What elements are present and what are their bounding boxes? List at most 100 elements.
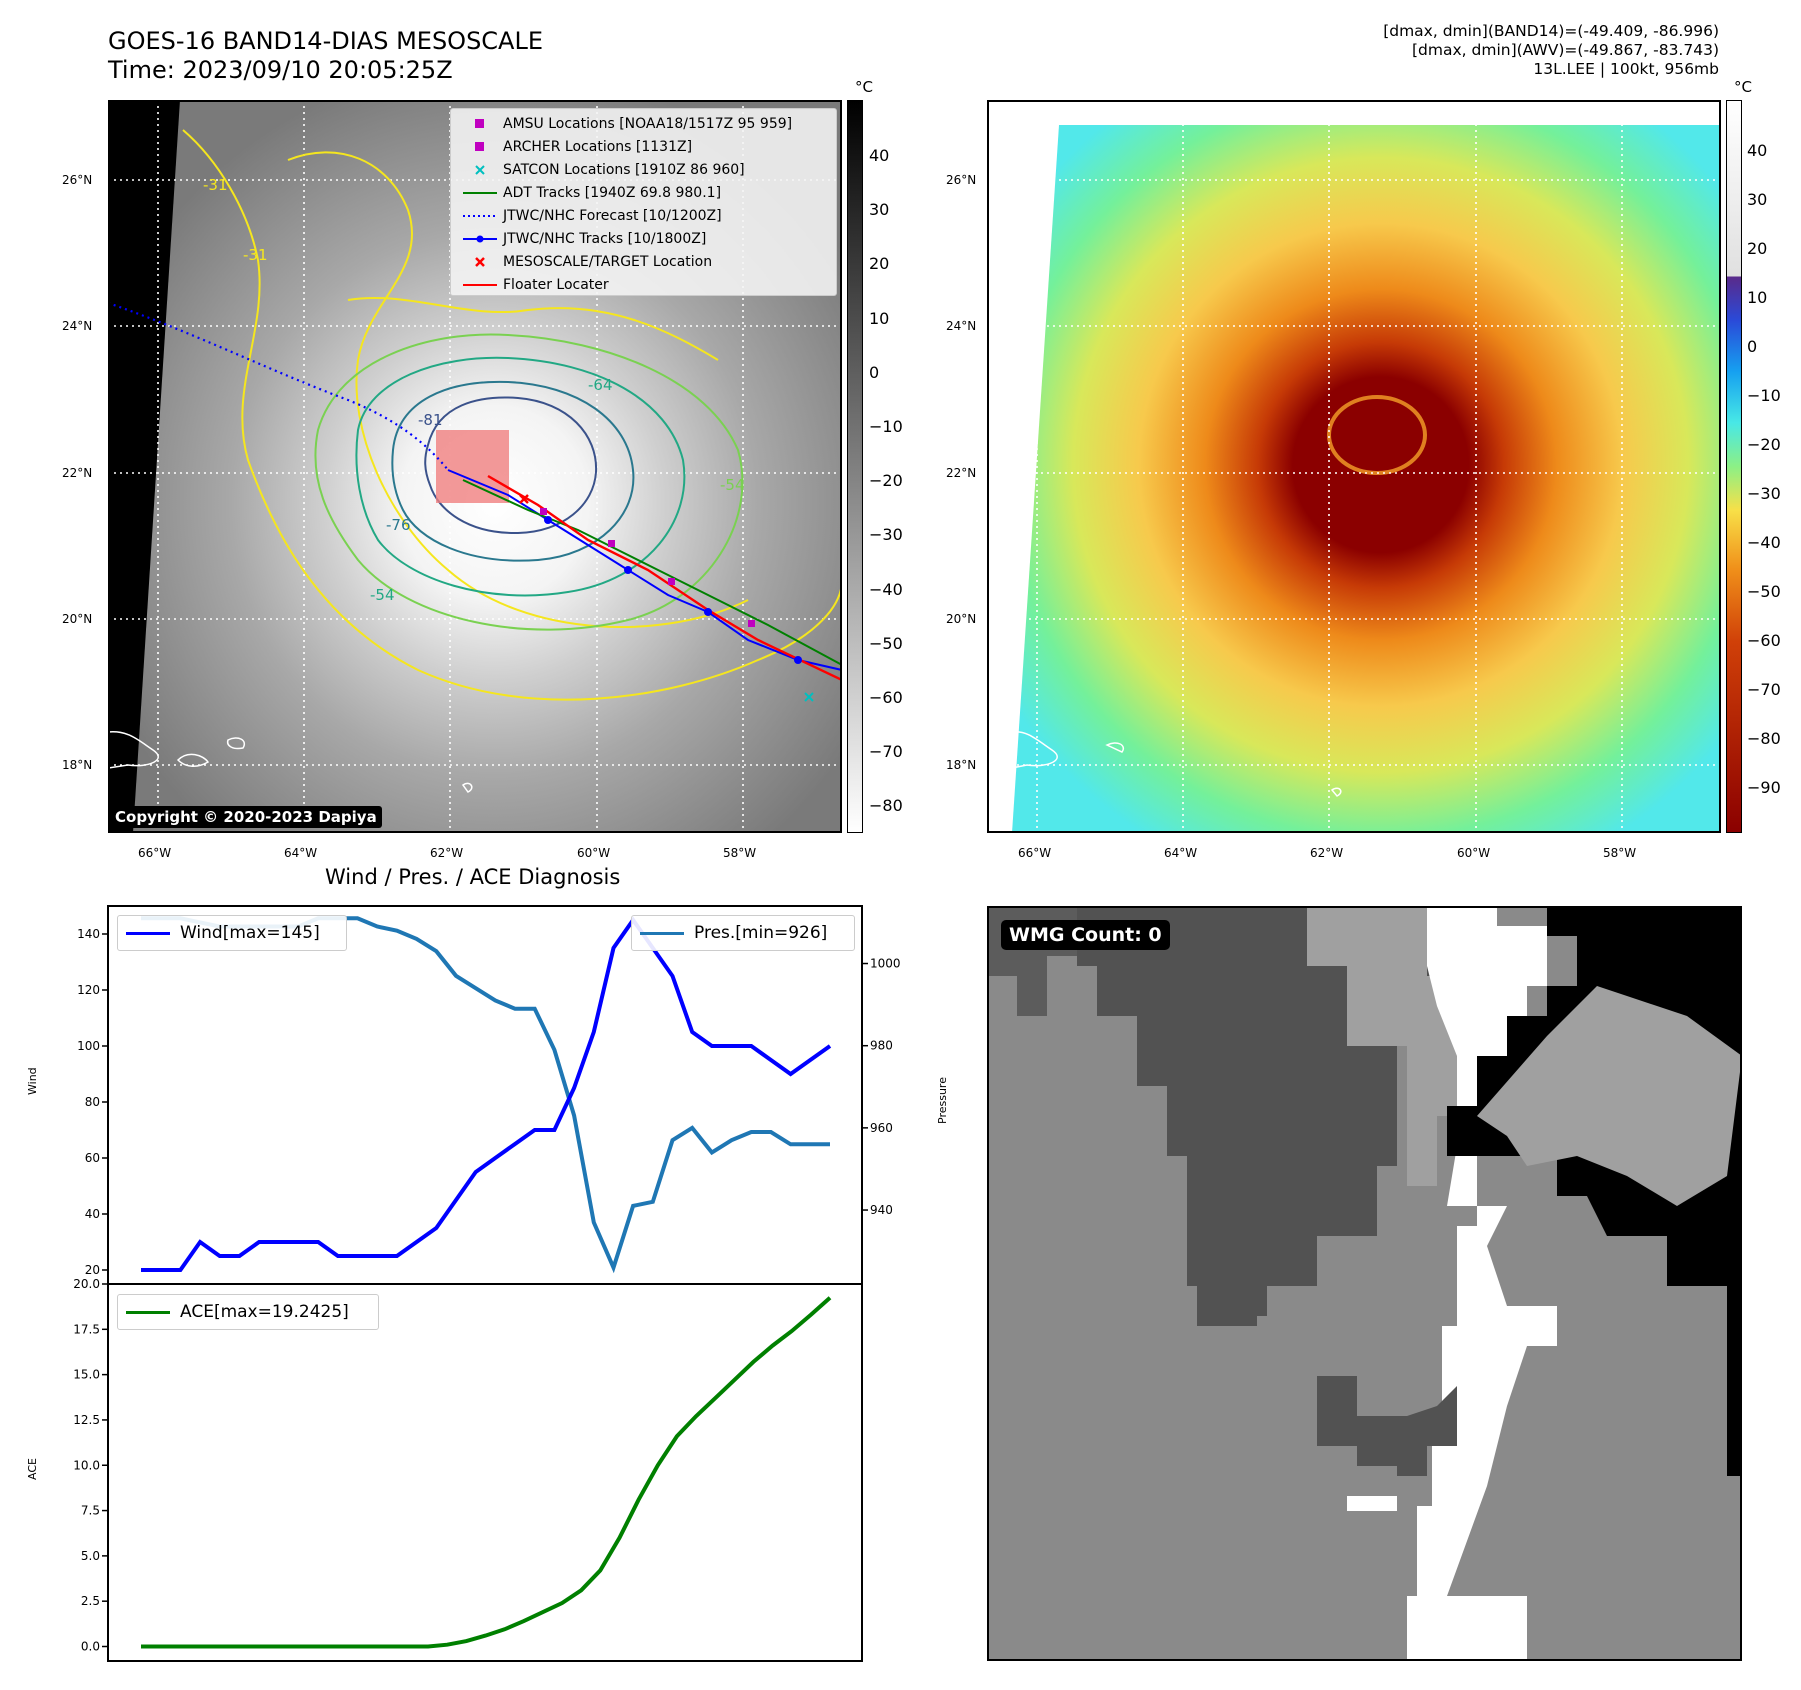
lon-label-58: 58°W — [723, 846, 757, 860]
wind-tick-label: 140 — [77, 927, 100, 941]
right-colorbar-tick-label: −20 — [1747, 435, 1781, 454]
legend-item-target: MESOSCALE/TARGET Location — [451, 251, 836, 273]
right-colorbar-tick-label: −60 — [1747, 631, 1781, 650]
pressure-ticks: 1000 980 960 940 — [862, 957, 901, 1217]
title-line-1: GOES-16 BAND14-DIAS MESOSCALE — [108, 27, 544, 55]
legend-item-satcon: SATCON Locations [1910Z 86 960] — [451, 159, 836, 181]
right-colorbar-tick-label: −40 — [1747, 533, 1781, 552]
left-colorbar-tick-label: −20 — [869, 471, 903, 491]
dotted-line-icon — [463, 215, 497, 217]
lat-label-18: 18°N — [62, 758, 93, 772]
contour-labels: -81 -76 -64 -54 -54 -31 -31 — [203, 176, 745, 604]
map-legend: AMSU Locations [NOAA18/1517Z 95 959] ARC… — [450, 108, 837, 296]
right-lon-label-66: 66°W — [1018, 846, 1052, 860]
wmg-svg — [989, 908, 1740, 1659]
legend-item-adt: ADT Tracks [1940Z 69.8 980.1] — [451, 182, 836, 204]
right-colorbar-tick-label: −70 — [1747, 680, 1781, 699]
right-colorbar-tick-label: −10 — [1747, 386, 1781, 405]
right-map-gridlines — [989, 102, 1719, 831]
right-colorbar-tick-label: −30 — [1747, 484, 1781, 503]
map-panel-left: -81 -76 -64 -54 -54 -31 -31 — [108, 100, 842, 833]
ace-tick-label: 5.0 — [81, 1549, 100, 1563]
right-lat-label-26: 26°N — [946, 173, 977, 187]
contour-label-64: -64 — [588, 376, 613, 394]
satcon-points — [804, 692, 814, 702]
amsu-points — [540, 508, 755, 627]
contour-label-31b: -31 — [243, 246, 268, 264]
right-colorbar-tick-label: −90 — [1747, 778, 1781, 797]
wind-legend: Wind[max=145] — [117, 915, 347, 951]
pressure-tick-label: 940 — [870, 1203, 893, 1217]
right-lat-label-22: 22°N — [946, 466, 977, 480]
left-colorbar-tick-label: −50 — [869, 633, 903, 653]
lat-label-26: 26°N — [62, 173, 93, 187]
left-colorbar-tick-label: −60 — [869, 688, 903, 707]
right-lat-label-24: 24°N — [946, 319, 977, 333]
coastlines — [110, 731, 473, 793]
ace-ticks: 20.0 17.5 15.0 12.5 10.0 7.5 5.0 2.5 0.0 — [73, 1277, 108, 1654]
right-colorbar-unit: °C — [1734, 78, 1752, 96]
left-colorbar-tick-label: −30 — [869, 525, 903, 545]
ace-legend: ACE[max=19.2425] — [117, 1294, 379, 1330]
ace-tick-label: 17.5 — [73, 1322, 100, 1336]
legend-item-forecast: JTWC/NHC Forecast [10/1200Z] — [451, 205, 836, 227]
pressure-tick-label: 1000 — [870, 957, 901, 971]
right-lon-label-60: 60°W — [1457, 846, 1491, 860]
wmg-region-white-small — [1347, 1496, 1397, 1511]
stats-line-3: 13L.LEE | 100kt, 956mb — [1533, 60, 1719, 78]
right-lon-label-58: 58°W — [1603, 846, 1637, 860]
line-dot-icon — [463, 235, 497, 243]
contour-label-81: -81 — [418, 411, 443, 429]
title-line-2: Time: 2023/09/10 20:05:25Z — [108, 56, 453, 84]
forecast-track-line — [110, 302, 449, 471]
ace-tick-label: 12.5 — [73, 1413, 100, 1427]
contour-label-31a: -31 — [203, 176, 228, 194]
right-lon-label-64: 64°W — [1164, 846, 1198, 860]
wmg-region-light-right — [1477, 986, 1740, 1206]
left-colorbar-tick-label: 20 — [869, 254, 890, 274]
right-lat-label-18: 18°N — [946, 758, 977, 772]
lon-label-60: 60°W — [577, 846, 611, 860]
line-marker-icon — [463, 284, 497, 286]
right-colorbar-tick-label: 20 — [1747, 239, 1768, 258]
right-colorbar-tick-label: 30 — [1747, 190, 1768, 209]
wmg-panel: WMG Count: 0 — [987, 906, 1742, 1661]
right-lat-label-20: 20°N — [946, 612, 977, 626]
right-coastlines — [1011, 731, 1342, 797]
right-lon-label-62: 62°W — [1310, 846, 1344, 860]
target-location-x — [519, 494, 529, 504]
left-colorbar-tick-label: 40 — [869, 146, 890, 165]
legend-item-jtwc: JTWC/NHC Tracks [10/1800Z] — [451, 228, 836, 250]
right-colorbar-tick-label: 0 — [1747, 337, 1758, 356]
lat-label-22: 22°N — [62, 466, 93, 480]
right-colorbar-tick-label: −50 — [1747, 582, 1781, 601]
map-panel-right — [987, 100, 1721, 833]
ace-tick-label: 2.5 — [81, 1594, 100, 1608]
wmg-region-dark-small — [1317, 1376, 1457, 1476]
pressure-legend-swatch — [640, 932, 684, 935]
contour-label-76: -76 — [386, 516, 411, 534]
wind-tick-label: 100 — [77, 1039, 100, 1053]
pressure-tick-label: 980 — [870, 1039, 893, 1053]
contour-label-54b: -54 — [720, 476, 745, 494]
legend-item-archer: ARCHER Locations [1131Z] — [451, 136, 836, 158]
wmg-region-white — [1407, 908, 1557, 1659]
wind-series-line — [141, 916, 832, 1272]
left-colorbar — [847, 100, 863, 833]
jtwc-track-points — [544, 516, 802, 664]
right-colorbar-tick-label: 10 — [1747, 288, 1768, 307]
ace-tick-label: 0.0 — [81, 1640, 100, 1654]
wind-tick-label: 80 — [85, 1095, 100, 1109]
floater-track-line — [487, 474, 840, 681]
right-colorbar — [1726, 100, 1742, 833]
left-colorbar-unit: °C — [855, 78, 873, 96]
lat-label-24: 24°N — [62, 319, 93, 333]
copyright-badge: Copyright © 2020-2023 Dapiya — [110, 806, 382, 828]
left-colorbar-tick-label: 30 — [869, 200, 890, 220]
left-colorbar-tick-label: 0 — [869, 362, 880, 382]
ace-tick-label: 15.0 — [73, 1368, 100, 1382]
wind-legend-label: Wind[max=145] — [180, 923, 320, 943]
wind-legend-swatch — [126, 932, 170, 935]
wind-tick-label: 60 — [85, 1151, 100, 1165]
x-marker-icon — [475, 165, 485, 175]
